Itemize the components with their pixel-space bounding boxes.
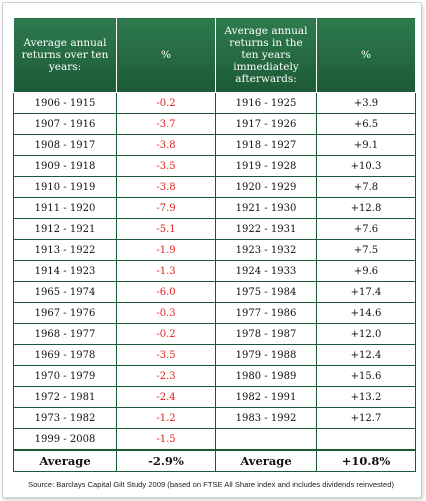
after-period-cell	[215, 428, 317, 451]
percent-cell: -1.9	[116, 239, 216, 261]
table-row: 1910 - 1919 -3.8 1920 - 1929 +7.8	[13, 176, 416, 198]
table-row: 1999 - 2008 -1.5	[13, 428, 416, 451]
returns-table: Average annual returns over ten years: %…	[13, 17, 416, 472]
percent-cell: -1.2	[116, 407, 216, 429]
percent-cell: -2.3	[116, 365, 216, 387]
after-period-cell: 1922 - 1931	[215, 218, 317, 240]
percent-cell: -1.3	[116, 260, 216, 282]
after-period-cell: 1916 - 1925	[215, 92, 317, 114]
table-row: 1914 - 1923 -1.3 1924 - 1933 +9.6	[13, 260, 416, 282]
period-cell: 1965 - 1974	[13, 281, 117, 303]
period-cell: 1912 - 1921	[13, 218, 117, 240]
percent-cell: -3.8	[116, 134, 216, 156]
period-cell: 1913 - 1922	[13, 239, 117, 261]
period-cell: 1914 - 1923	[13, 260, 117, 282]
table-row: 1965 - 1974 -6.0 1975 - 1984 +17.4	[13, 281, 416, 303]
period-cell: 1969 - 1978	[13, 344, 117, 366]
after-percent-cell: +7.6	[316, 218, 416, 240]
average-after-label: Average	[215, 449, 317, 472]
source-note: Source: Barclays Capital Gilt Study 2009…	[28, 480, 394, 489]
after-period-cell: 1978 - 1987	[215, 323, 317, 345]
percent-cell: -0.2	[116, 92, 216, 114]
percent-cell: -2.4	[116, 386, 216, 408]
percent-cell: -6.0	[116, 281, 216, 303]
after-percent-cell: +6.5	[316, 113, 416, 135]
table-row: 1972 - 1981 -2.4 1982 - 1991 +13.2	[13, 386, 416, 408]
period-cell: 1968 - 1977	[13, 323, 117, 345]
header-ten-year-returns: Average annual returns over ten years:	[13, 17, 117, 93]
after-percent-cell: +10.3	[316, 155, 416, 177]
table-row: 1970 - 1979 -2.3 1980 - 1989 +15.6	[13, 365, 416, 387]
table-row: 1973 - 1982 -1.2 1983 - 1992 +12.7	[13, 407, 416, 429]
table-row: 1911 - 1920 -7.9 1921 - 1930 +12.8	[13, 197, 416, 219]
percent-cell: -3.5	[116, 344, 216, 366]
after-period-cell: 1923 - 1932	[215, 239, 317, 261]
after-period-cell: 1982 - 1991	[215, 386, 317, 408]
after-period-cell: 1919 - 1928	[215, 155, 317, 177]
after-period-cell: 1921 - 1930	[215, 197, 317, 219]
header-following-ten-year-returns: Average annual returns in the ten years …	[215, 17, 317, 93]
period-cell: 1910 - 1919	[13, 176, 117, 198]
after-period-cell: 1917 - 1926	[215, 113, 317, 135]
period-cell: 1908 - 1917	[13, 134, 117, 156]
after-percent-cell: +15.6	[316, 365, 416, 387]
header-percent: %	[116, 17, 216, 93]
percent-cell: -3.5	[116, 155, 216, 177]
table-row: 1967 - 1976 -0.3 1977 - 1986 +14.6	[13, 302, 416, 324]
table-row: 1913 - 1922 -1.9 1923 - 1932 +7.5	[13, 239, 416, 261]
average-after-percent: +10.8%	[316, 449, 416, 472]
period-cell: 1970 - 1979	[13, 365, 117, 387]
header-following-percent: %	[316, 17, 416, 93]
after-period-cell: 1920 - 1929	[215, 176, 317, 198]
table-frame: Average annual returns over ten years: %…	[2, 2, 422, 498]
header-row: Average annual returns over ten years: %…	[13, 17, 416, 93]
after-percent-cell: +12.7	[316, 407, 416, 429]
period-cell: 1973 - 1982	[13, 407, 117, 429]
table-row: 1909 - 1918 -3.5 1919 - 1928 +10.3	[13, 155, 416, 177]
table-row: 1968 - 1977 -0.2 1978 - 1987 +12.0	[13, 323, 416, 345]
period-cell: 1972 - 1981	[13, 386, 117, 408]
period-cell: 1906 - 1915	[13, 92, 117, 114]
after-percent-cell	[316, 428, 416, 451]
table-row: 1969 - 1978 -3.5 1979 - 1988 +12.4	[13, 344, 416, 366]
period-cell: 1911 - 1920	[13, 197, 117, 219]
after-percent-cell: +14.6	[316, 302, 416, 324]
after-percent-cell: +3.9	[316, 92, 416, 114]
period-cell: 1909 - 1918	[13, 155, 117, 177]
after-period-cell: 1979 - 1988	[215, 344, 317, 366]
after-period-cell: 1977 - 1986	[215, 302, 317, 324]
average-label: Average	[13, 449, 117, 472]
table-row: 1907 - 1916 -3.7 1917 - 1926 +6.5	[13, 113, 416, 135]
after-period-cell: 1924 - 1933	[215, 260, 317, 282]
after-percent-cell: +12.0	[316, 323, 416, 345]
period-cell: 1999 - 2008	[13, 428, 117, 451]
after-period-cell: 1983 - 1992	[215, 407, 317, 429]
after-percent-cell: +12.8	[316, 197, 416, 219]
after-period-cell: 1918 - 1927	[215, 134, 317, 156]
after-percent-cell: +9.6	[316, 260, 416, 282]
percent-cell: -3.8	[116, 176, 216, 198]
after-percent-cell: +17.4	[316, 281, 416, 303]
average-row: Average -2.9% Average +10.8%	[13, 449, 416, 472]
table-body: 1906 - 1915 -0.2 1916 - 1925 +3.9 1907 - 191…	[13, 92, 416, 451]
percent-cell: -3.7	[116, 113, 216, 135]
after-percent-cell: +12.4	[316, 344, 416, 366]
percent-cell: -7.9	[116, 197, 216, 219]
after-period-cell: 1980 - 1989	[215, 365, 317, 387]
percent-cell: -1.5	[116, 428, 216, 451]
period-cell: 1907 - 1916	[13, 113, 117, 135]
table-row: 1906 - 1915 -0.2 1916 - 1925 +3.9	[13, 92, 416, 114]
after-percent-cell: +7.8	[316, 176, 416, 198]
after-period-cell: 1975 - 1984	[215, 281, 317, 303]
percent-cell: -5.1	[116, 218, 216, 240]
period-cell: 1967 - 1976	[13, 302, 117, 324]
percent-cell: -0.3	[116, 302, 216, 324]
after-percent-cell: +13.2	[316, 386, 416, 408]
percent-cell: -0.2	[116, 323, 216, 345]
table-row: 1912 - 1921 -5.1 1922 - 1931 +7.6	[13, 218, 416, 240]
after-percent-cell: +9.1	[316, 134, 416, 156]
after-percent-cell: +7.5	[316, 239, 416, 261]
average-percent: -2.9%	[116, 449, 216, 472]
table-row: 1908 - 1917 -3.8 1918 - 1927 +9.1	[13, 134, 416, 156]
